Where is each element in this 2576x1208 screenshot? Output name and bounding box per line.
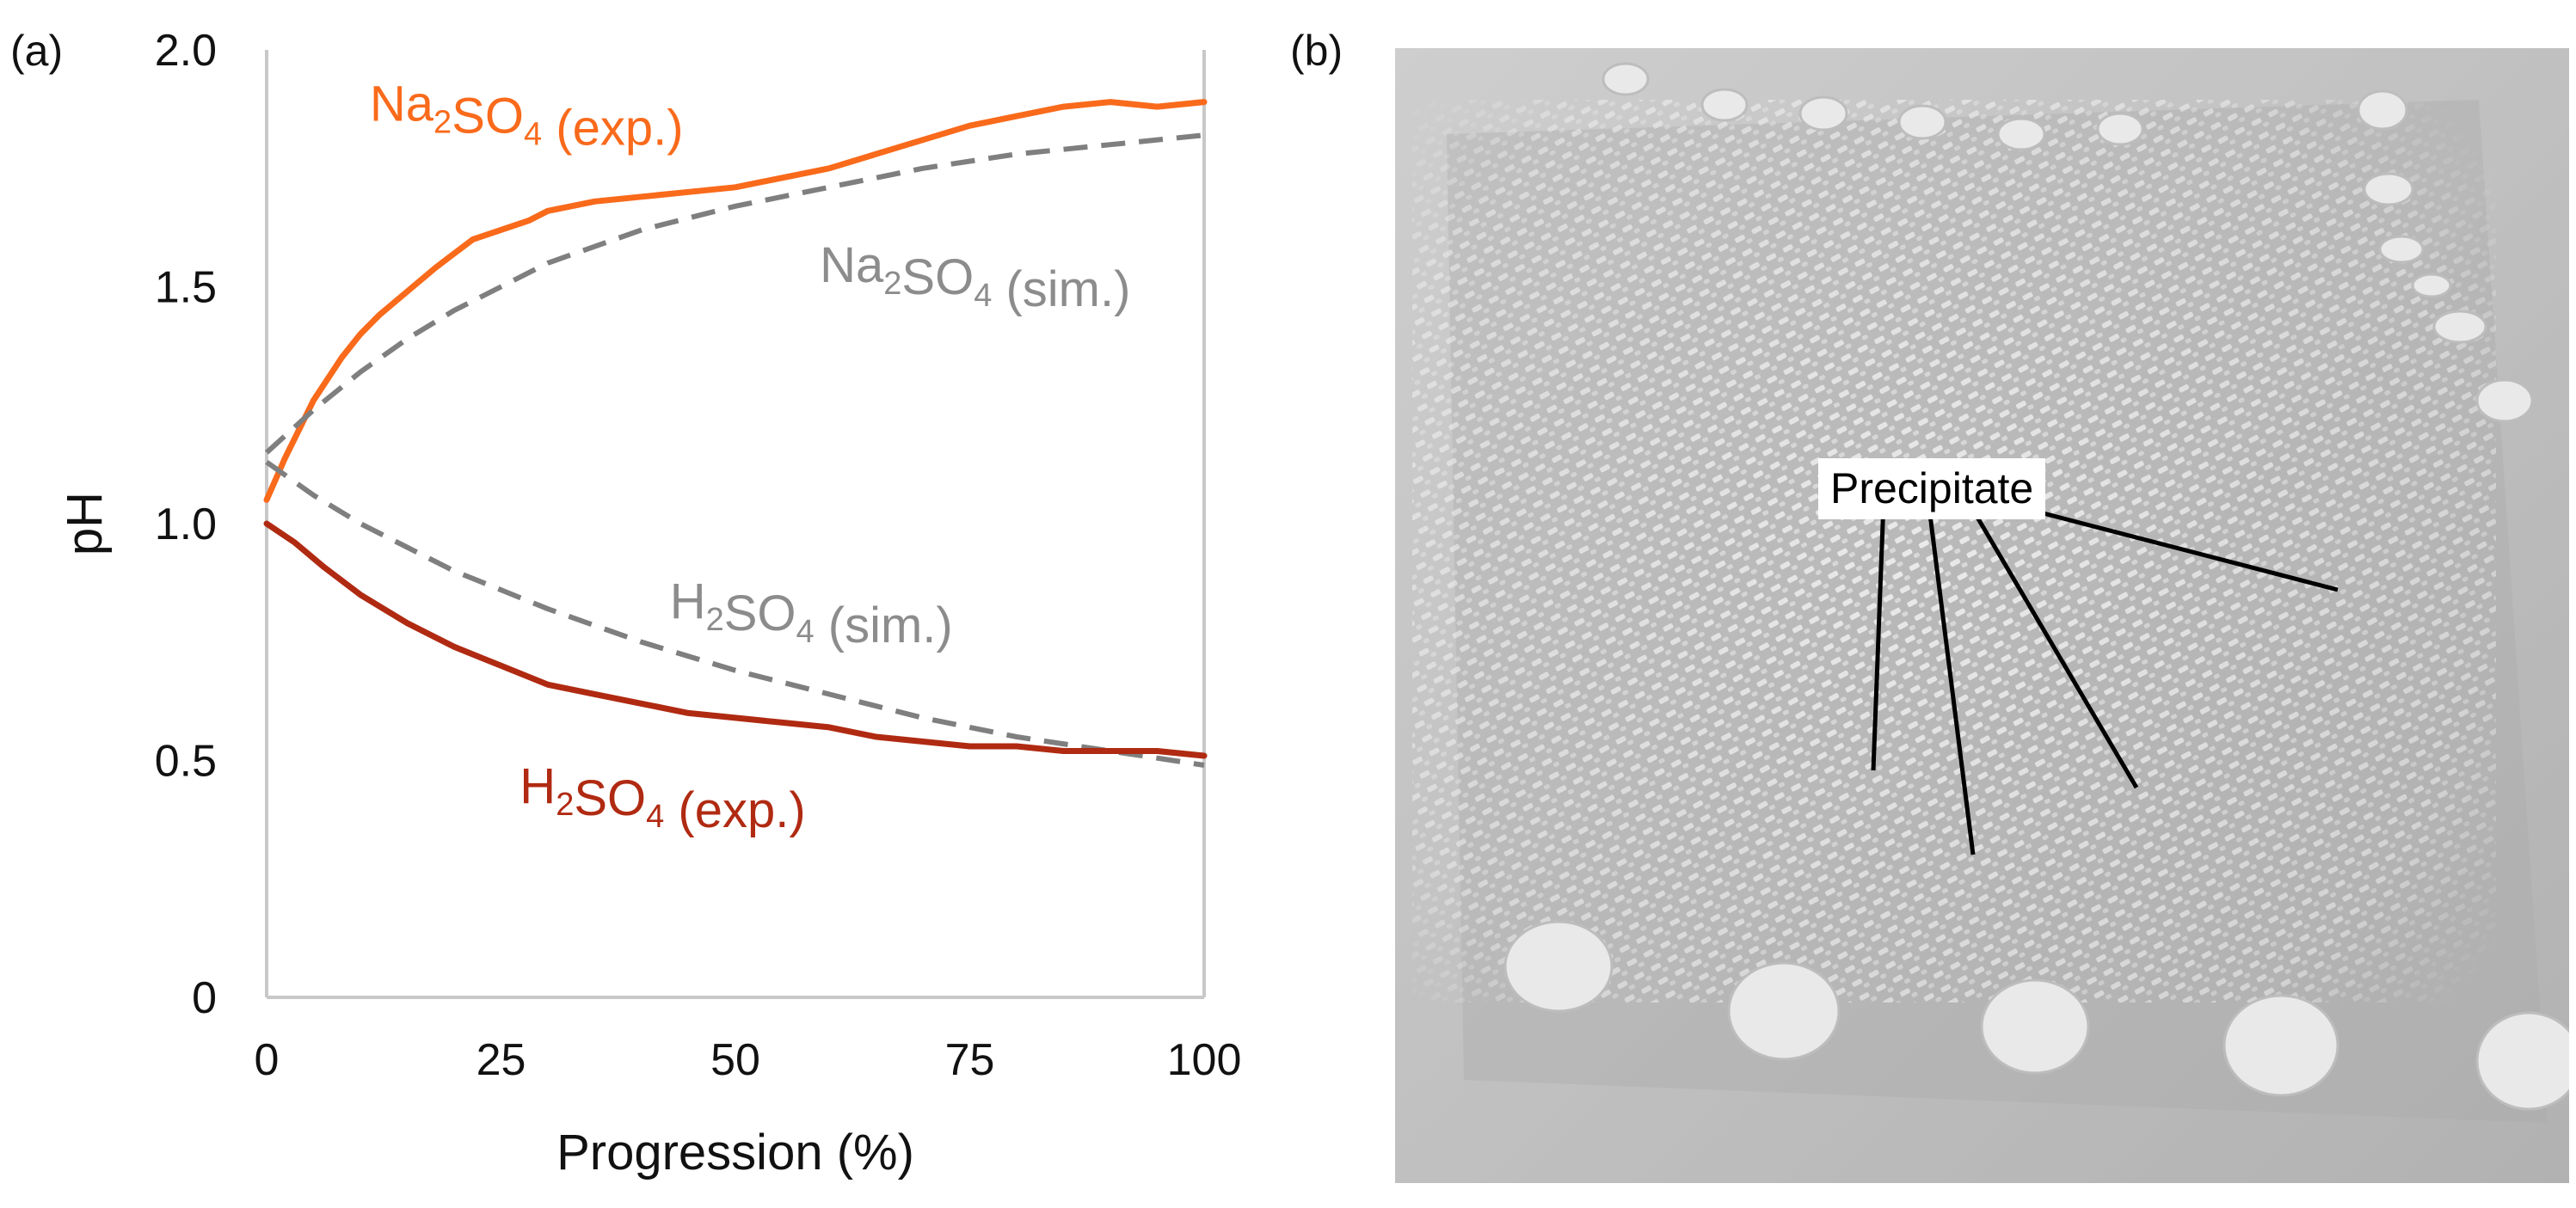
series-line-1 — [264, 132, 1205, 455]
chart-series — [263, 99, 1208, 768]
series-line-3 — [263, 520, 1208, 759]
precipitate-label: Precipitate — [1818, 458, 2046, 519]
series-annotation-3: H2SO4 (exp.) — [520, 758, 805, 838]
y-tick-label: 0 — [192, 973, 217, 1023]
chart-labels: Na2SO4 (exp.) Na2SO4 (sim.) H2SO4 (sim.) H2… — [370, 77, 1131, 838]
x-tick-label: 50 — [710, 1035, 760, 1085]
x-tick-label: 0 — [255, 1035, 280, 1085]
y-axis-label: pH — [57, 492, 113, 555]
series-annotation-1: Na2SO4 (sim.) — [820, 237, 1130, 317]
y-tick-label: 1.0 — [155, 500, 217, 549]
precipitate-photo: Precipitate — [1395, 48, 2569, 1183]
x-tick-label: 75 — [945, 1035, 995, 1085]
y-tick-label: 2.0 — [155, 26, 217, 76]
panel-a-label: (a) — [10, 27, 64, 75]
series-annotation-0: Na2SO4 (exp.) — [370, 77, 684, 156]
x-tick-label: 25 — [476, 1035, 526, 1085]
ph-line-chart: 0 0.5 1.0 1.5 2.0 0 25 50 75 100 Progression (%) pH… — [57, 26, 1241, 1180]
series-line-2 — [265, 459, 1205, 768]
fabric-weave — [1412, 100, 2496, 1003]
chart-axes: 0 0.5 1.0 1.5 2.0 0 25 50 75 100 Progression (%) pH — [57, 26, 1241, 1180]
x-tick-label: 100 — [1167, 1035, 1242, 1085]
fabric-photo-illustration — [1395, 48, 2569, 1183]
x-axis-label: Progression (%) — [556, 1125, 914, 1180]
series-annotation-2: H2SO4 (sim.) — [670, 573, 953, 653]
fabric-holes — [1503, 62, 2569, 1111]
y-tick-label: 0.5 — [155, 737, 217, 787]
annotation-lines — [1871, 499, 2339, 855]
panel-b-label: (b) — [1290, 27, 1343, 75]
series-line-0 — [263, 99, 1208, 503]
y-tick-label: 1.5 — [155, 263, 217, 313]
